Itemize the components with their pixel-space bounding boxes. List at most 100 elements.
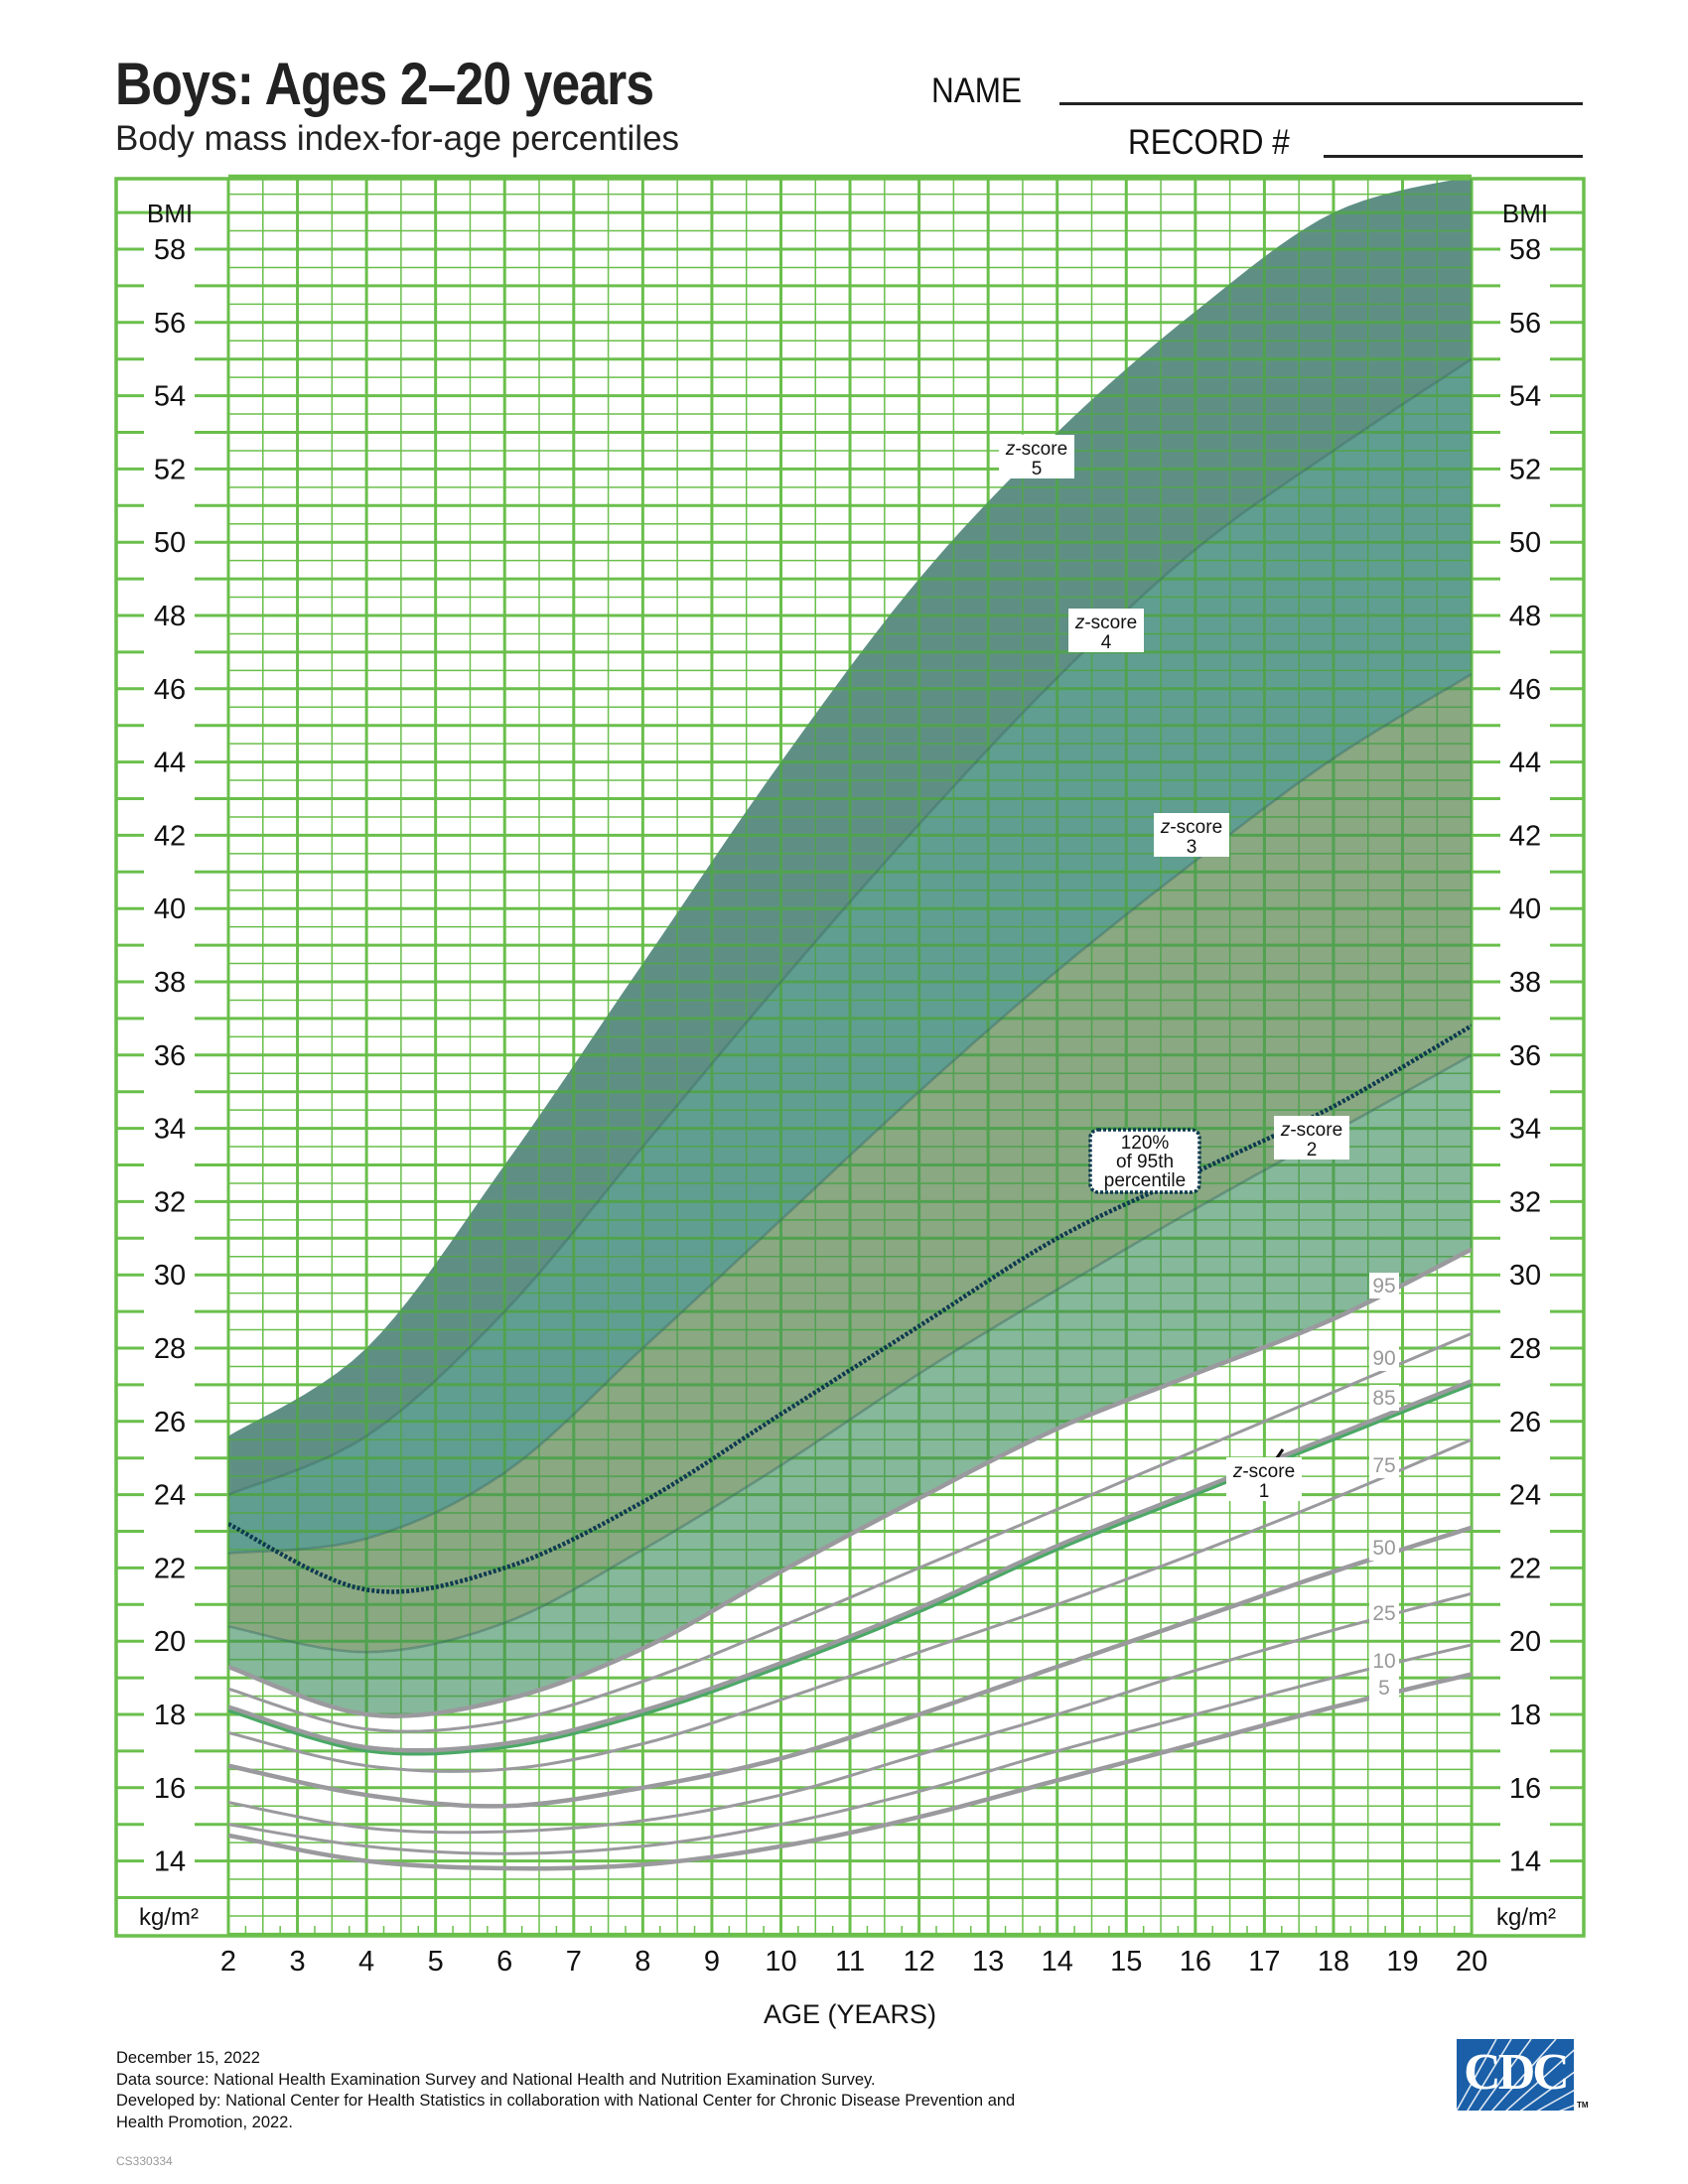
label-text: 5 <box>1378 1677 1390 1700</box>
x-tick: 13 <box>972 1946 1004 1978</box>
curve-z-score-2 <box>228 1053 1472 1654</box>
label-box <box>1068 609 1144 652</box>
label-box <box>999 435 1074 478</box>
y-tick-left: 40 <box>154 893 186 925</box>
y-tick-left: 16 <box>154 1773 186 1805</box>
curve-10th-percentile <box>228 1643 1472 1855</box>
record-label: RECORD # <box>1128 123 1290 162</box>
curve-z-score-3 <box>228 672 1472 1555</box>
y-tick-left: 20 <box>154 1626 186 1658</box>
x-tick: 10 <box>765 1946 796 1978</box>
label-text: percentile <box>1104 1170 1186 1191</box>
y-tick-left: 58 <box>154 234 186 266</box>
y-tick-left: 32 <box>154 1186 186 1218</box>
curve-90th-percentile <box>228 1331 1472 1733</box>
y-tick-right: 14 <box>1509 1846 1541 1878</box>
label-box <box>1369 1600 1399 1626</box>
y-tick-right: 18 <box>1509 1700 1541 1731</box>
y-unit-right: kg/m² <box>1496 1904 1556 1931</box>
chart-frame <box>114 177 1586 1938</box>
x-tick: 11 <box>835 1946 865 1978</box>
label-box <box>1369 1345 1399 1371</box>
y-tick-left: 28 <box>154 1333 186 1365</box>
label-text: 85 <box>1372 1387 1395 1410</box>
document-code: CS330334 <box>116 2154 173 2168</box>
y-tick-left: 46 <box>154 674 186 706</box>
y-tick-right: 38 <box>1509 967 1541 999</box>
percentile-label-85: 85 <box>1369 1385 1399 1411</box>
percentile-label-25: 25 <box>1369 1600 1399 1626</box>
name-field-line[interactable] <box>1059 102 1583 105</box>
label-text: z-score <box>1160 817 1222 838</box>
y-tick-left: 52 <box>154 454 186 485</box>
label-text: z-score <box>1232 1461 1295 1482</box>
y-tick-right: 16 <box>1509 1773 1541 1805</box>
x-tick: 3 <box>289 1946 305 1978</box>
logo-text: CDC <box>1464 2044 1570 2101</box>
y-tick-left: 22 <box>154 1553 186 1584</box>
footer-source: Data source: National Health Examination… <box>116 2070 876 2089</box>
percentile-label-5: 5 <box>1369 1675 1399 1701</box>
percentile-label-75: 75 <box>1369 1452 1399 1478</box>
percentile-label-95: 95 <box>1369 1273 1399 1298</box>
x-tick: 20 <box>1456 1946 1487 1978</box>
label-text: 1 <box>1259 1481 1270 1502</box>
label-box <box>1369 1675 1399 1701</box>
y-tick-right: 36 <box>1509 1040 1541 1072</box>
cdc-logo: CDC <box>1457 2039 1574 2111</box>
x-tick: 18 <box>1318 1946 1349 1978</box>
label-box <box>1226 1457 1302 1501</box>
y-tick-right: 58 <box>1509 234 1541 266</box>
label-text: of 95th <box>1116 1152 1174 1172</box>
label-text: 10 <box>1372 1650 1395 1673</box>
x-tick: 9 <box>704 1946 720 1978</box>
x-tick: 17 <box>1248 1946 1280 1978</box>
y-tick-right: 48 <box>1509 601 1541 632</box>
label-text: 4 <box>1101 632 1112 653</box>
x-tick: 7 <box>566 1946 582 1978</box>
label-box <box>1369 1452 1399 1478</box>
footer-date: December 15, 2022 <box>116 2049 260 2067</box>
label-box <box>1369 1648 1399 1674</box>
label-text: 25 <box>1372 1602 1395 1625</box>
x-tick: 14 <box>1042 1946 1073 1978</box>
footer-developed-2: Health Promotion, 2022. <box>116 2113 293 2131</box>
label-box <box>1274 1116 1349 1160</box>
y-tick-right: 22 <box>1509 1553 1541 1584</box>
percentile-label-90: 90 <box>1369 1345 1399 1371</box>
y-tick-right: 42 <box>1509 820 1541 852</box>
y-tick-left: 48 <box>154 601 186 632</box>
record-field-line[interactable] <box>1324 155 1583 158</box>
y-tick-right: 50 <box>1509 527 1541 559</box>
x-tick: 8 <box>634 1946 650 1978</box>
curve-annotations: z-score5z-score4z-score3z-score2z-score1… <box>999 435 1399 1701</box>
name-label: NAME <box>931 71 1023 110</box>
label-text: z-score <box>1005 439 1067 460</box>
y-tick-left: 26 <box>154 1407 186 1438</box>
y-tick-right: 52 <box>1509 454 1541 485</box>
y-tick-left: 42 <box>154 820 186 852</box>
x-tick: 4 <box>358 1946 374 1978</box>
logo-rays-icon <box>1457 2039 1574 2111</box>
label-text: z-score <box>1280 1120 1342 1141</box>
y-tick-left: 24 <box>154 1480 186 1512</box>
trademark: TM <box>1577 2101 1589 2110</box>
y-tick-left: 14 <box>154 1846 186 1878</box>
curve-75th-percentile <box>228 1437 1472 1773</box>
y-tick-left: 54 <box>154 381 186 413</box>
y-tick-right: 46 <box>1509 674 1541 706</box>
y-tick-right: 24 <box>1509 1480 1541 1512</box>
y-tick-right: 56 <box>1509 308 1541 340</box>
curve-25th-percentile <box>228 1591 1472 1835</box>
footer-developed-1: Developed by: National Center for Health… <box>116 2092 1016 2110</box>
y-tick-right: 32 <box>1509 1186 1541 1218</box>
y-tick-left: 36 <box>154 1040 186 1072</box>
y-tick-left: 38 <box>154 967 186 999</box>
y-title-right: BMI <box>1502 199 1548 228</box>
curve-50th-percentile <box>228 1525 1472 1809</box>
y-tick-right: 40 <box>1509 893 1541 925</box>
label-text: 75 <box>1372 1454 1395 1477</box>
